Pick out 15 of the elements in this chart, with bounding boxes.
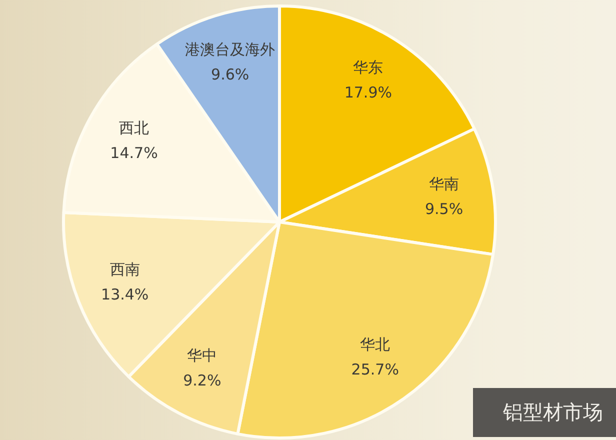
slice-label: 港澳台及海外 — [185, 40, 276, 59]
data-label: 14.7% — [110, 144, 158, 162]
slice-label: 西北 — [119, 118, 150, 137]
data-label: 9.5% — [424, 200, 464, 218]
text: 铝型材市场 — [503, 399, 603, 426]
data-label: 9.6% — [211, 66, 250, 84]
slice-label: 西南 — [110, 260, 140, 279]
data-label: 17.9% — [344, 84, 392, 102]
slice-label: 华南 — [429, 174, 460, 193]
slice-label: 华东 — [353, 58, 384, 77]
data-label: 9.2% — [183, 372, 222, 390]
data-label: 13.4% — [101, 286, 149, 304]
slice-label: 华北 — [360, 335, 390, 354]
data-label: 25.7% — [351, 360, 399, 378]
slice-label: 华中 — [187, 346, 218, 365]
